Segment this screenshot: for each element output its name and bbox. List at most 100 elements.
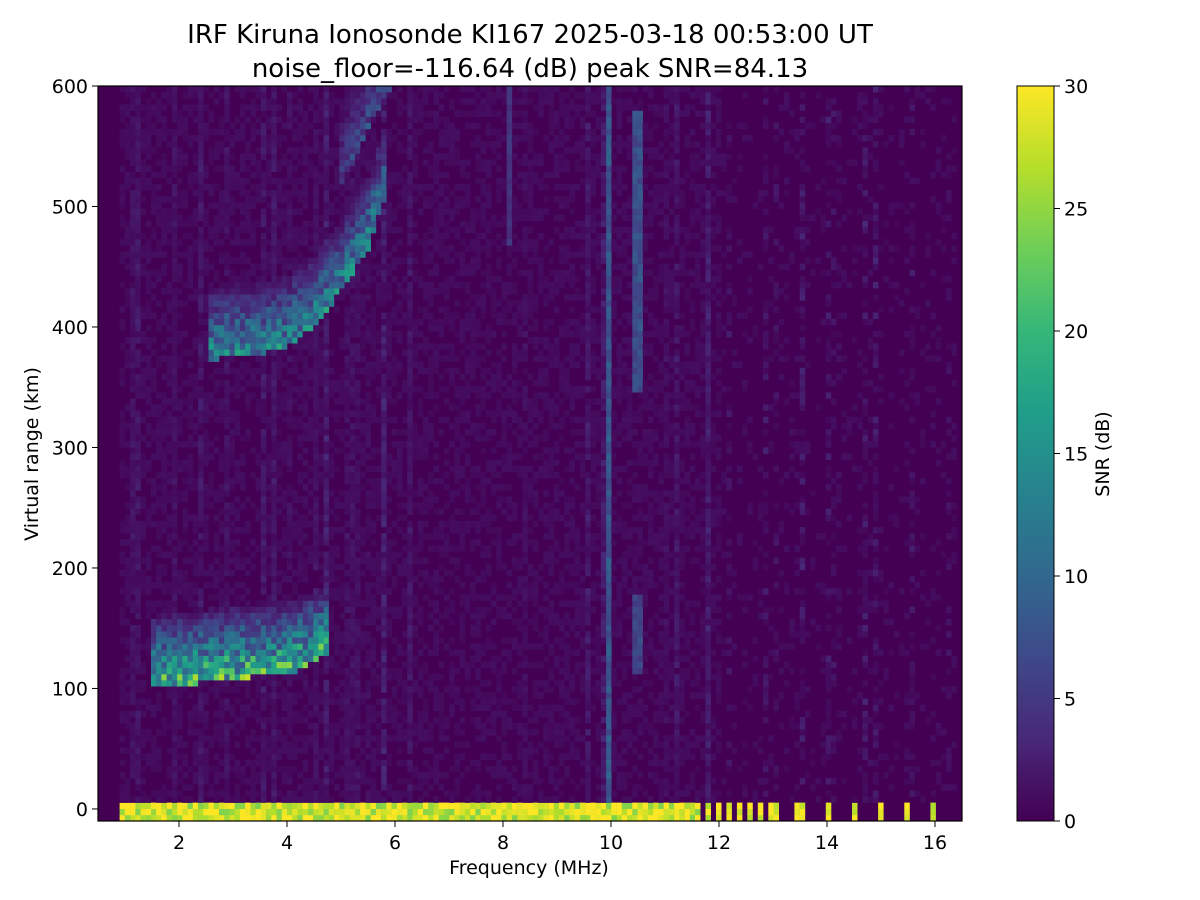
heatmap-cell	[140, 661, 146, 669]
heatmap-cell	[255, 300, 262, 307]
heatmap-cell	[349, 429, 356, 436]
heatmap-cell	[355, 122, 361, 130]
heatmap-cell	[407, 631, 413, 638]
heatmap-cell	[151, 631, 157, 638]
heatmap-cell	[449, 208, 455, 215]
heatmap-cell	[355, 808, 361, 816]
heatmap-cell	[166, 373, 173, 381]
heatmap-cell	[443, 116, 450, 123]
heatmap-cell	[307, 331, 314, 338]
heatmap-cell	[177, 814, 183, 822]
heatmap-cell	[391, 214, 398, 221]
heatmap-cell	[156, 802, 162, 809]
heatmap-cell	[334, 625, 340, 632]
heatmap-cell	[130, 723, 136, 730]
heatmap-cell	[313, 404, 319, 411]
heatmap-cell	[381, 588, 387, 595]
heatmap-cell	[281, 190, 288, 197]
heatmap-cell	[297, 226, 303, 234]
heatmap-cell	[355, 698, 361, 705]
heatmap-cell	[443, 747, 450, 754]
heatmap-cell	[307, 790, 314, 797]
heatmap-cell	[328, 753, 335, 760]
heatmap-cell	[417, 331, 424, 338]
heatmap-cell	[323, 343, 330, 350]
heatmap-cell	[213, 367, 220, 375]
heatmap-cell	[412, 233, 418, 240]
heatmap-cell	[260, 716, 267, 724]
heatmap-cell	[370, 606, 377, 613]
heatmap-cell	[124, 778, 131, 785]
heatmap-cell	[245, 496, 251, 503]
heatmap-cell	[344, 453, 350, 460]
heatmap-cell	[355, 661, 361, 669]
heatmap-cell	[151, 110, 157, 117]
heatmap-cell	[344, 416, 350, 424]
heatmap-cell	[224, 582, 230, 589]
heatmap-cell	[208, 735, 214, 742]
heatmap-cell	[219, 324, 225, 332]
heatmap-cell	[386, 263, 392, 270]
heatmap-cell	[417, 239, 424, 246]
heatmap-cell	[355, 618, 361, 626]
heatmap-cell	[255, 631, 262, 638]
heatmap-cell	[145, 808, 152, 816]
heatmap-cell	[302, 618, 309, 626]
heatmap-cell	[318, 349, 324, 356]
heatmap-cell	[375, 551, 382, 558]
heatmap-cell	[360, 306, 366, 313]
heatmap-cell	[328, 251, 335, 258]
heatmap-cell	[130, 667, 136, 675]
heatmap-cell	[177, 159, 183, 166]
heatmap-cell	[192, 422, 199, 430]
heatmap-cell	[130, 171, 136, 179]
heatmap-cell	[297, 147, 303, 154]
heatmap-cell	[443, 386, 450, 393]
heatmap-cell	[423, 520, 429, 528]
plot-area	[97, 85, 963, 822]
heatmap-cell	[124, 698, 131, 705]
heatmap-cell	[198, 86, 204, 93]
heatmap-cell	[266, 643, 272, 650]
heatmap-cell	[203, 343, 209, 350]
heatmap-cell	[323, 625, 330, 632]
heatmap-cell	[307, 778, 314, 785]
heatmap-cell	[130, 447, 136, 454]
heatmap-cell	[161, 643, 167, 650]
heatmap-cell	[355, 465, 361, 473]
heatmap-cell	[161, 802, 167, 809]
heatmap-cell	[302, 661, 309, 669]
heatmap-cell	[287, 392, 293, 399]
heatmap-cell	[365, 159, 371, 166]
heatmap-cell	[328, 594, 335, 601]
heatmap-cell	[433, 190, 439, 197]
heatmap-cell	[130, 257, 136, 264]
heatmap-cell	[130, 269, 136, 277]
heatmap-cell	[229, 282, 235, 289]
heatmap-cell	[391, 551, 398, 558]
heatmap-cell	[119, 606, 126, 613]
heatmap-cell	[381, 655, 387, 662]
heatmap-cell	[386, 814, 392, 822]
heatmap-cell	[438, 533, 445, 540]
heatmap-cell	[375, 514, 382, 522]
heatmap-cell	[281, 416, 288, 424]
heatmap-cell	[281, 716, 288, 724]
heatmap-cell	[281, 747, 288, 754]
heatmap-cell	[124, 355, 131, 362]
heatmap-cell	[433, 392, 439, 399]
heatmap-cell	[119, 135, 126, 142]
heatmap-cell	[271, 165, 277, 172]
heatmap-cell	[182, 759, 188, 767]
heatmap-cell	[407, 778, 413, 785]
heatmap-cell	[438, 92, 445, 99]
heatmap-cell	[271, 306, 277, 313]
heatmap-cell	[260, 343, 267, 350]
heatmap-cell	[396, 337, 403, 344]
heatmap-cell	[365, 324, 371, 332]
heatmap-cell	[334, 563, 340, 571]
heatmap-cell	[198, 692, 204, 699]
heatmap-cell	[381, 177, 387, 185]
heatmap-cell	[323, 686, 330, 693]
heatmap-cell	[203, 710, 209, 718]
